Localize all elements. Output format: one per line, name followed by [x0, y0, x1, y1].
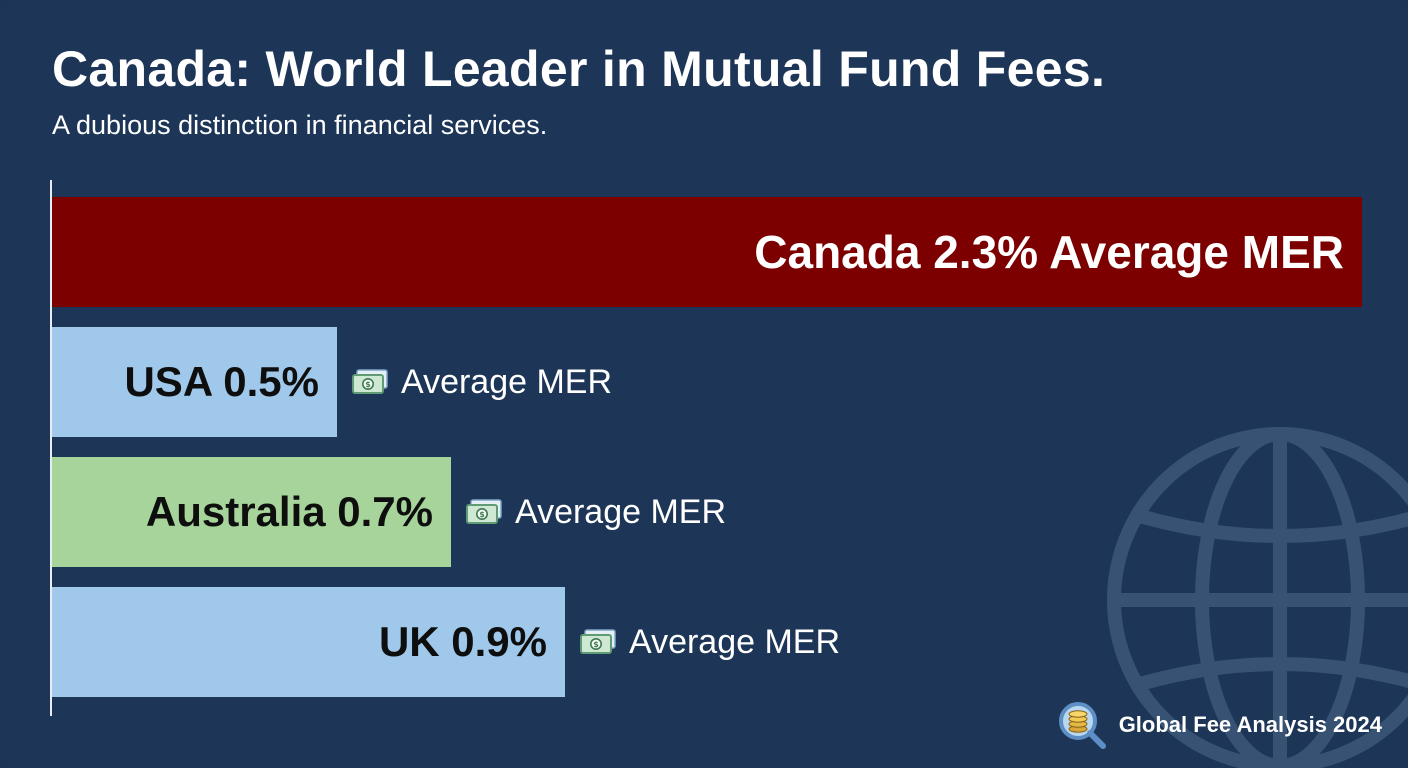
footer: Global Fee Analysis 2024: [1057, 700, 1382, 750]
chart-title: Canada: World Leader in Mutual Fund Fees…: [52, 41, 1106, 97]
magnifier-coins-icon: [1058, 702, 1106, 749]
y-axis-line: [50, 180, 52, 716]
money-bill-icon: $: [580, 629, 616, 654]
annotation-label: Average MER: [629, 622, 841, 661]
bar-label-usa: USA 0.5%: [124, 358, 319, 405]
annotation-usa: $ Average MER: [351, 360, 612, 404]
money-bill-icon: $: [352, 369, 388, 394]
money-bill-icon: $: [466, 499, 502, 524]
bar-label-australia: Australia 0.7%: [145, 488, 433, 535]
svg-text:$: $: [479, 510, 485, 519]
annotation-label: Average MER: [515, 492, 727, 531]
bar-usa: USA 0.5%: [52, 327, 337, 437]
annotation-uk: $ Average MER: [579, 620, 840, 664]
bar-uk: UK 0.9%: [52, 587, 565, 697]
bar-canada: Canada 2.3% Average MER: [52, 197, 1362, 307]
annotation-label: Average MER: [401, 362, 613, 401]
svg-text:$: $: [365, 380, 371, 389]
annotation-australia: $ Average MER: [465, 490, 726, 534]
bar-label-canada: Canada 2.3% Average MER: [754, 226, 1344, 278]
svg-text:$: $: [593, 640, 599, 649]
bar-label-uk: UK 0.9%: [378, 618, 547, 665]
chart-subtitle: A dubious distinction in financial servi…: [52, 110, 548, 140]
bar-australia: Australia 0.7%: [52, 457, 451, 567]
footer-label: Global Fee Analysis 2024: [1118, 712, 1382, 737]
globe-icon: [1107, 427, 1408, 768]
